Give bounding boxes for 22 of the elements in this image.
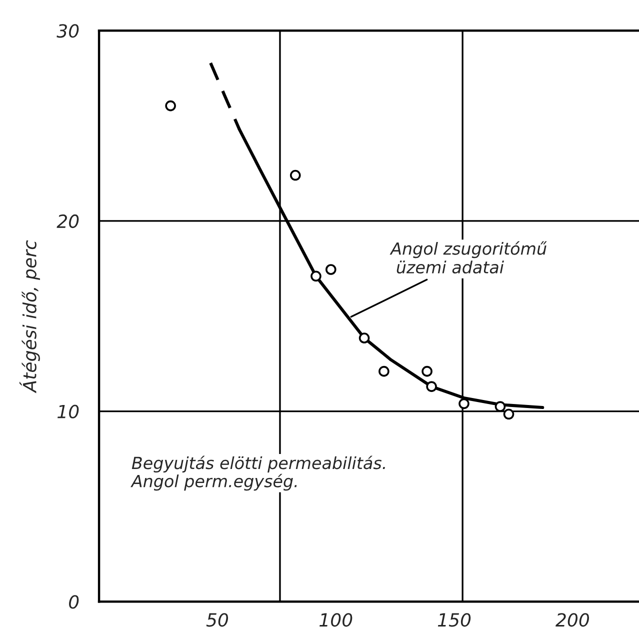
point <box>503 408 514 420</box>
point <box>325 264 336 275</box>
x-tick-label: 150 <box>438 613 471 627</box>
point <box>290 170 301 181</box>
point <box>358 332 370 344</box>
y-axis-title: Átégési idő, perc <box>20 240 40 394</box>
y-tick-label: 0 <box>69 595 79 609</box>
point <box>422 366 432 377</box>
x-tick-label: 50 <box>206 613 228 627</box>
point <box>426 381 437 392</box>
point <box>310 270 322 282</box>
point <box>458 398 470 410</box>
point <box>378 366 390 377</box>
x-tick-label: 100 <box>320 613 352 627</box>
annotation: Angol zsugoritómű üzemi adatai <box>390 241 547 274</box>
y-tick-label: 20 <box>56 214 79 228</box>
point <box>494 401 506 412</box>
annotation: Begyujtás elötti permeabilitás. Angol perm.egység. <box>130 456 385 491</box>
point <box>165 100 176 112</box>
x-tick-label: 200 <box>556 613 590 627</box>
y-tick-label: 10 <box>58 404 79 418</box>
y-tick-label: 30 <box>56 24 79 38</box>
